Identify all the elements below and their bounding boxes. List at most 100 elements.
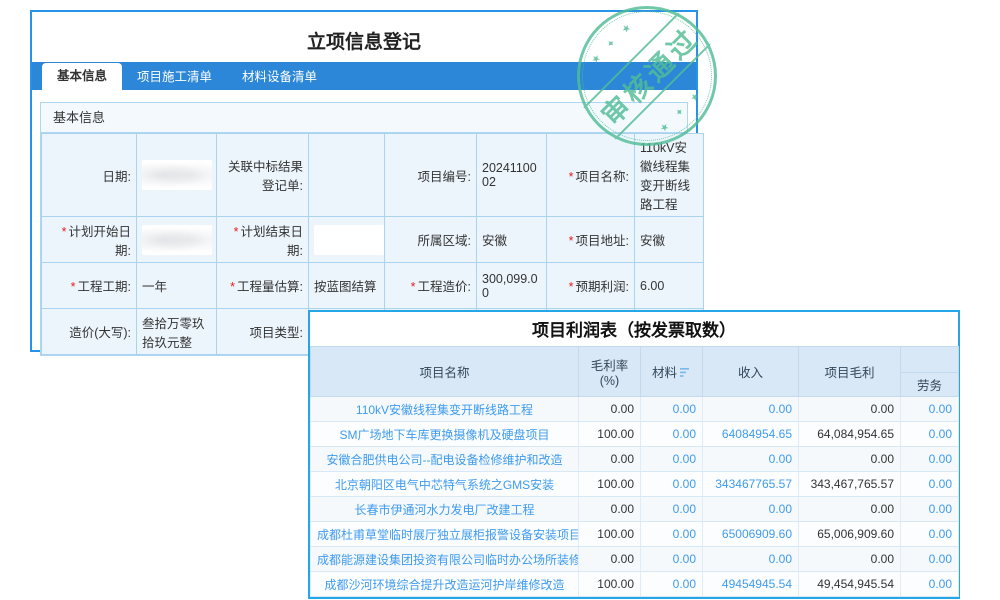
- gross-profit-cell: 0.00: [798, 446, 901, 472]
- col-header-gross-margin: 毛利率 (%): [578, 346, 641, 397]
- plan-end-date-label: * 计划结束日期:: [216, 216, 309, 263]
- col-header-gross-profit: 项目毛利: [798, 346, 901, 397]
- gross-margin-cell: 0.00: [578, 546, 641, 572]
- labor-cell: 0.00: [900, 521, 959, 547]
- cost-in-words-value: 叁拾万零玖拾玖元整: [136, 308, 217, 355]
- col-header-project-name: 项目名称: [310, 346, 579, 397]
- expected-profit-label: * 预期利润:: [546, 262, 635, 309]
- region-label: 所属区域:: [384, 216, 477, 263]
- required-marker: *: [568, 169, 574, 184]
- profit-table-panel: 项目利润表（按发票取数） 项目名称 毛利率 (%) 材料 收入 项目毛利 劳务: [308, 310, 960, 599]
- related-bid-result-label: 关联中标结果登记单:: [216, 133, 309, 217]
- income-cell: 0.00: [702, 496, 799, 522]
- col-header-income: 收入: [702, 346, 799, 397]
- income-cell: 49454945.54: [702, 571, 799, 597]
- table-row: 北京朝阳区电气中芯特气系统之GMS安装 100.00 0.00 34346776…: [310, 471, 959, 497]
- gross-profit-cell: 49,454,945.54: [798, 571, 901, 597]
- material-cell: 0.00: [640, 396, 703, 422]
- material-cell: 0.00: [640, 546, 703, 572]
- gross-profit-cell: 65,006,909.60: [798, 521, 901, 547]
- gross-margin-cell: 100.00: [578, 571, 641, 597]
- construction-period-label: * 工程工期:: [41, 262, 137, 309]
- project-link[interactable]: 110kV安徽线程集变开断线路工程: [355, 402, 534, 417]
- income-cell: 65006909.60: [702, 521, 799, 547]
- gross-profit-cell: 0.00: [798, 546, 901, 572]
- project-registration-panel: 立项信息登记 基本信息 项目施工清单 材料设备清单 基本信息 日期: 关联中标结…: [30, 10, 704, 356]
- related-bid-result-field[interactable]: [308, 133, 385, 217]
- labor-cell: 0.00: [900, 421, 959, 447]
- project-number-label: 项目编号:: [384, 133, 477, 217]
- col-header-material: 材料: [640, 346, 703, 397]
- gross-profit-cell: 0.00: [798, 396, 901, 422]
- required-marker: *: [233, 224, 239, 239]
- required-marker: *: [410, 280, 416, 294]
- profit-table-title: 项目利润表（按发票取数）: [532, 321, 736, 340]
- project-type-label: 项目类型:: [216, 308, 309, 355]
- gross-margin-cell: 100.00: [578, 521, 641, 547]
- labor-cell: 0.00: [900, 471, 959, 497]
- project-link[interactable]: 成都能源建设集团投资有限公司临时办公场所装修改: [317, 552, 579, 567]
- material-cell: 0.00: [640, 571, 703, 597]
- project-link[interactable]: 成都沙河环境综合提升改造运河护岸维修改造: [324, 577, 565, 592]
- material-cell: 0.00: [640, 421, 703, 447]
- material-cell: 0.00: [640, 446, 703, 472]
- sort-icon[interactable]: [680, 367, 691, 381]
- required-marker: *: [568, 280, 574, 294]
- income-cell: 343467765.57: [702, 471, 799, 497]
- labor-cell: 0.00: [900, 496, 959, 522]
- col-header-group-empty: [900, 346, 959, 373]
- gross-margin-cell: 100.00: [578, 471, 641, 497]
- tab-basic-info[interactable]: 基本信息: [42, 63, 123, 90]
- profit-table: 项目名称 毛利率 (%) 材料 收入 项目毛利 劳务 110kV安徽线程集变开断…: [310, 346, 959, 597]
- expected-profit-value: 6.00: [634, 262, 704, 309]
- date-field[interactable]: [136, 133, 217, 217]
- table-row: 成都能源建设集团投资有限公司临时办公场所装修改 0.00 0.00 0.00 0…: [310, 546, 959, 572]
- income-cell: 0.00: [702, 446, 799, 472]
- labor-cell: 0.00: [900, 396, 959, 422]
- project-number-value: 2024110002: [476, 133, 547, 217]
- project-link[interactable]: 长春市伊通河水力发电厂改建工程: [354, 502, 535, 517]
- tab-bar: 基本信息 项目施工清单 材料设备清单: [32, 62, 696, 90]
- page-title: 立项信息登记: [306, 32, 421, 53]
- project-address-label: * 项目地址:: [546, 216, 635, 263]
- gross-margin-cell: 0.00: [578, 446, 641, 472]
- tab-construction-list[interactable]: 项目施工清单: [137, 70, 213, 84]
- material-cell: 0.00: [640, 496, 703, 522]
- gross-margin-cell: 0.00: [578, 396, 641, 422]
- project-link[interactable]: 成都杜甫草堂临时展厅独立展柜报警设备安装项目: [317, 527, 579, 542]
- project-link[interactable]: SM广场地下车库更换摄像机及硬盘项目: [339, 427, 550, 442]
- material-cell: 0.00: [640, 521, 703, 547]
- plan-start-date-field[interactable]: [136, 216, 217, 263]
- table-row: 长春市伊通河水力发电厂改建工程 0.00 0.00 0.00 0.00 0.00: [310, 496, 959, 522]
- date-label: 日期:: [41, 133, 137, 217]
- construction-period-value: 一年: [136, 262, 217, 309]
- labor-cell: 0.00: [900, 446, 959, 472]
- table-row: 安徽合肥供电公司--配电设备检修维护和改造 0.00 0.00 0.00 0.0…: [310, 446, 959, 472]
- quantity-estimate-value: 按蓝图结算: [308, 262, 385, 309]
- project-cost-value: 300,099.00: [476, 262, 547, 309]
- table-row: 110kV安徽线程集变开断线路工程 0.00 0.00 0.00 0.00 0.…: [310, 396, 959, 422]
- project-name-value: 110kV安徽线程集变开断线路工程: [634, 133, 704, 217]
- project-name-label: * 项目名称:: [546, 133, 635, 217]
- income-cell: 0.00: [702, 396, 799, 422]
- project-link[interactable]: 北京朝阳区电气中芯特气系统之GMS安装: [334, 477, 555, 492]
- section-title: 基本信息: [41, 103, 687, 133]
- plan-start-date-label: * 计划开始日期:: [41, 216, 137, 263]
- gross-profit-cell: 343,467,765.57: [798, 471, 901, 497]
- labor-cell: 0.00: [900, 571, 959, 597]
- gross-margin-cell: 0.00: [578, 496, 641, 522]
- region-value: 安徽: [476, 216, 547, 263]
- plan-end-date-field[interactable]: [308, 216, 385, 263]
- gross-profit-cell: 64,084,954.65: [798, 421, 901, 447]
- redacted-end-date-value: [314, 224, 384, 255]
- project-link[interactable]: 安徽合肥供电公司--配电设备检修维护和改造: [326, 452, 563, 467]
- redacted-date-value: [142, 160, 212, 190]
- cost-in-words-label: 造价(大写):: [41, 308, 137, 355]
- quantity-estimate-label: * 工程量估算:: [216, 262, 309, 309]
- required-marker: *: [70, 280, 76, 294]
- income-cell: 0.00: [702, 546, 799, 572]
- income-cell: 64084954.65: [702, 421, 799, 447]
- required-marker: *: [568, 234, 574, 248]
- table-row: SM广场地下车库更换摄像机及硬盘项目 100.00 0.00 64084954.…: [310, 421, 959, 447]
- tab-materials-equipment-list[interactable]: 材料设备清单: [242, 70, 318, 84]
